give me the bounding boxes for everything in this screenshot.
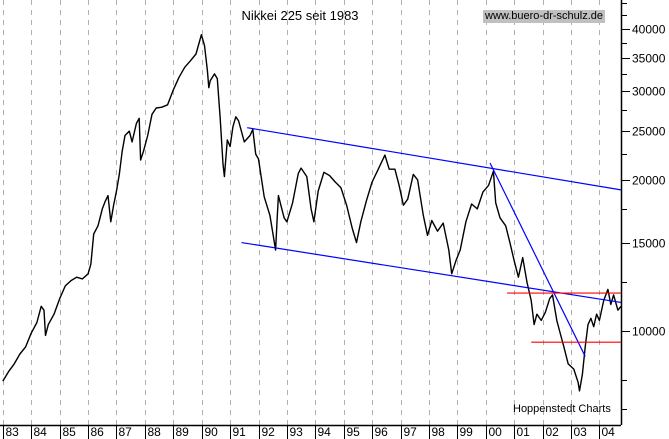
credit-label: Hoppenstedt Charts: [513, 403, 611, 415]
x-tick-label-91: 91: [233, 425, 247, 439]
x-tick-label-03: 03: [574, 425, 588, 439]
upper-channel-line: [247, 127, 622, 191]
x-tick-label-00: 00: [489, 425, 503, 439]
x-tick-label-90: 90: [205, 425, 219, 439]
x-tick-label-89: 89: [176, 425, 190, 439]
x-tick-label-99: 99: [460, 425, 474, 439]
x-tick-label-92: 92: [262, 425, 276, 439]
x-tick-label-98: 98: [432, 425, 446, 439]
x-tick-label-97: 97: [404, 425, 418, 439]
y-tick-label-25000: 25000: [632, 125, 666, 139]
x-tick-label-02: 02: [546, 425, 560, 439]
x-tick-label-84: 84: [34, 425, 48, 439]
y-tick-label-30000: 30000: [632, 85, 666, 99]
chart-title: Nikkei 225 seit 1983: [241, 8, 359, 23]
x-tick-label-96: 96: [375, 425, 389, 439]
lower-channel-line: [241, 241, 622, 304]
x-tick-label-93: 93: [290, 425, 304, 439]
x-tick-label-94: 94: [318, 425, 332, 439]
x-tick-label-87: 87: [119, 425, 133, 439]
downtrend-line: [489, 162, 586, 357]
y-tick-label-20000: 20000: [632, 174, 666, 188]
x-tick-label-86: 86: [91, 425, 105, 439]
x-tick-label-04: 04: [602, 425, 616, 439]
y-tick-label-10000: 10000: [632, 325, 666, 339]
y-tick-label-15000: 15000: [632, 237, 666, 251]
y-tick-label-35000: 35000: [632, 52, 666, 66]
x-tick-label-83: 83: [6, 425, 20, 439]
x-tick-label-85: 85: [63, 425, 77, 439]
x-tick-label-95: 95: [347, 425, 361, 439]
y-tick-label-40000: 40000: [632, 23, 666, 37]
source-url-label: www.buero-dr-schulz.de: [483, 10, 605, 23]
nikkei-series-line: [2, 34, 622, 392]
x-tick-label-88: 88: [148, 425, 162, 439]
x-tick-label-01: 01: [517, 425, 531, 439]
